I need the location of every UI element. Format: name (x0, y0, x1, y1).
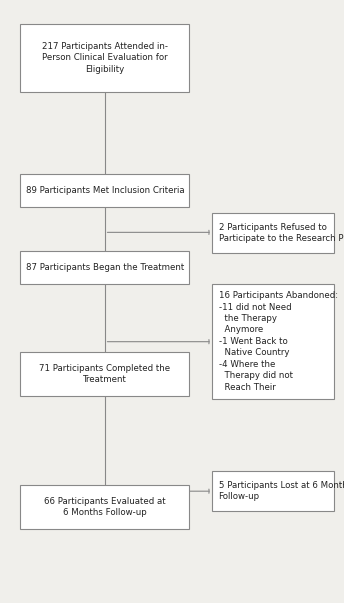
Text: 66 Participants Evaluated at
6 Months Follow-up: 66 Participants Evaluated at 6 Months Fo… (44, 497, 165, 517)
FancyBboxPatch shape (20, 251, 189, 284)
Text: 5 Participants Lost at 6 Months
Follow-up: 5 Participants Lost at 6 Months Follow-u… (218, 481, 344, 502)
FancyBboxPatch shape (20, 174, 189, 207)
FancyBboxPatch shape (213, 213, 334, 253)
Text: 16 Participants Abandoned:
-11 did not Need
  the Therapy
  Anymore
-1 Went Back: 16 Participants Abandoned: -11 did not N… (218, 291, 338, 392)
FancyBboxPatch shape (20, 352, 189, 396)
Text: 71 Participants Completed the
Treatment: 71 Participants Completed the Treatment (39, 364, 170, 384)
Text: 217 Participants Attended in-
Person Clinical Evaluation for
Eligibility: 217 Participants Attended in- Person Cli… (42, 42, 168, 74)
FancyBboxPatch shape (213, 284, 334, 399)
Text: 2 Participants Refused to
Participate to the Research Project: 2 Participants Refused to Participate to… (218, 223, 344, 243)
Text: 89 Participants Met Inclusion Criteria: 89 Participants Met Inclusion Criteria (26, 186, 185, 195)
FancyBboxPatch shape (213, 471, 334, 511)
FancyBboxPatch shape (20, 24, 189, 92)
FancyBboxPatch shape (20, 485, 189, 529)
Text: 87 Participants Began the Treatment: 87 Participants Began the Treatment (26, 263, 185, 272)
